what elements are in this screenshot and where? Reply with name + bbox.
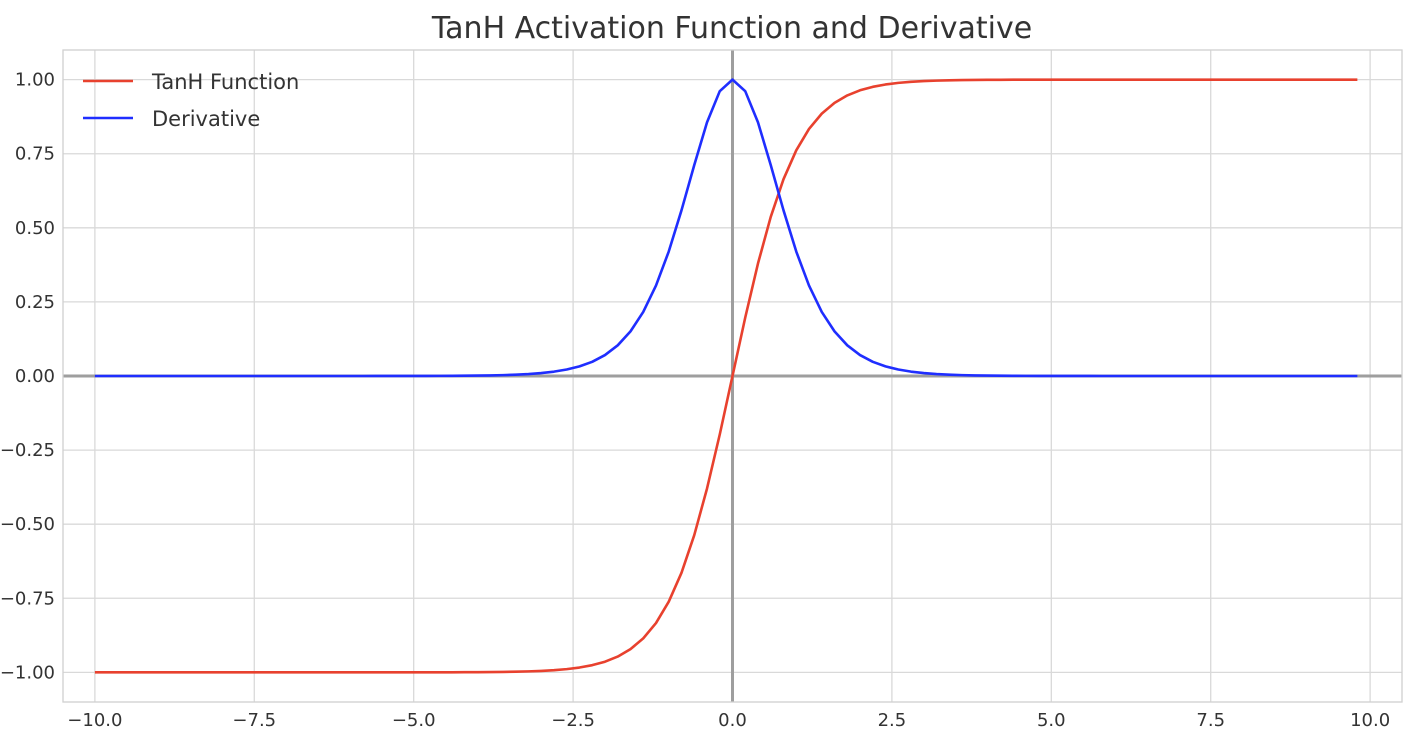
y-tick-label: −1.00	[0, 662, 55, 683]
x-tick-label: −10.0	[67, 710, 122, 731]
y-tick-label: 0.25	[15, 292, 55, 313]
legend-label-derivative: Derivative	[152, 107, 260, 131]
legend-label-tanh: TanH Function	[151, 70, 299, 94]
x-tick-label: 0.0	[718, 710, 747, 731]
x-tick-label: −2.5	[551, 710, 595, 731]
x-tick-label: 2.5	[878, 710, 907, 731]
series-layer	[94, 78, 1358, 674]
x-tick-label: −5.0	[392, 710, 436, 731]
legend: TanH Function Derivative	[83, 70, 299, 131]
series-line-tanh	[94, 78, 1358, 674]
y-tick-label: 0.75	[15, 144, 55, 165]
y-tick-label: −0.25	[0, 440, 55, 461]
x-tick-label: 10.0	[1350, 710, 1390, 731]
x-tick-label: −7.5	[232, 710, 276, 731]
plot-frame	[62, 49, 1403, 703]
chart-title: TanH Activation Function and Derivative	[431, 11, 1032, 46]
y-tick-label: −0.75	[0, 588, 55, 609]
x-tick-label: 7.5	[1196, 710, 1225, 731]
series-line-derivative	[94, 78, 1358, 378]
y-tick-label: 1.00	[15, 70, 55, 91]
y-tick-label: 0.00	[15, 366, 55, 387]
y-tick-label: −0.50	[0, 514, 55, 535]
tick-layer: −10.0 −7.5 −5.0 −2.5 0.0 2.5 5.0 7.5 10.0 1.00 0.7…	[0, 70, 1390, 731]
y-tick-label: 0.50	[15, 218, 55, 239]
x-tick-label: 5.0	[1037, 710, 1066, 731]
